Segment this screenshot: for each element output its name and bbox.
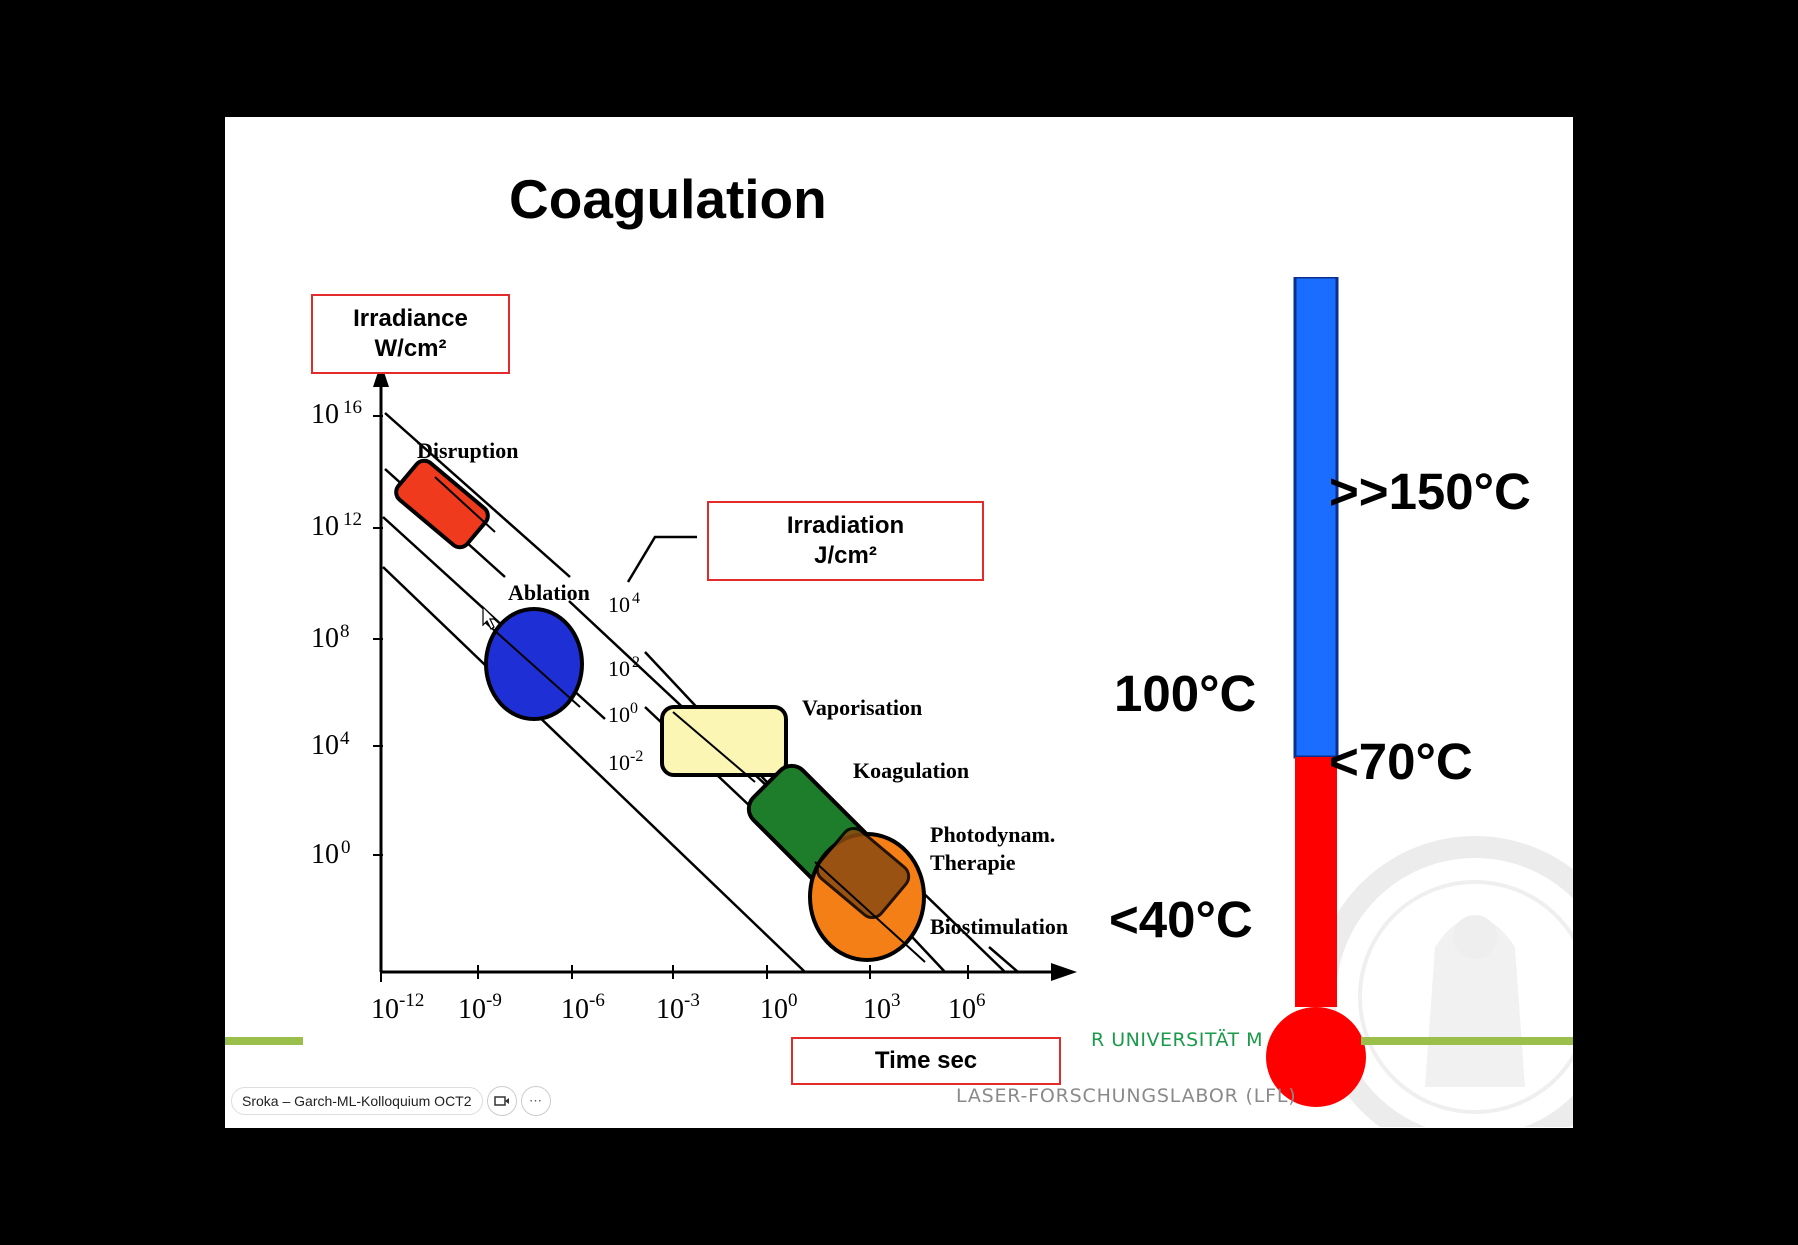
x-axis-arrow xyxy=(1051,963,1077,981)
camera-icon[interactable] xyxy=(486,1086,517,1116)
irradiance-axis-box: Irradiance W/cm² xyxy=(311,294,510,374)
y-tick-label: 104 xyxy=(311,728,350,761)
mouse-cursor-icon xyxy=(482,605,497,630)
temperature-label-40: <40°C xyxy=(1109,891,1253,948)
x-tick-label: 106 xyxy=(948,990,986,1025)
irradiance-label: Irradiance xyxy=(353,305,468,332)
irradiation-pointer xyxy=(626,535,697,583)
x-tick-label: 103 xyxy=(863,990,901,1025)
label-vaporisation: Vaporisation xyxy=(802,695,922,720)
x-tick-label: 10-6 xyxy=(561,990,605,1025)
time-label: Time sec xyxy=(874,1047,978,1074)
y-tick-label: 108 xyxy=(311,621,350,654)
irradiance-time-chart: 10 16 10 12 108 104 10 0 10-12 10-9 10-6 10… xyxy=(311,363,1077,1025)
temperature-label-high: >>150°C xyxy=(1329,463,1531,520)
label-biostimulation: Biostimulation xyxy=(930,914,1068,939)
x-tick-label: 10-9 xyxy=(458,990,502,1025)
temperature-label-70: <70°C xyxy=(1329,733,1473,790)
irradiation-unit: J/cm² xyxy=(814,542,877,569)
fluence-label: 100 xyxy=(608,700,638,727)
region-vaporisation xyxy=(660,705,788,777)
fluence-line-9 xyxy=(988,946,1019,973)
thermometer-bulb xyxy=(1266,1007,1366,1107)
fluence-line-4 xyxy=(382,566,806,973)
region-overlap xyxy=(815,826,911,920)
y-tick-label: 10 0 xyxy=(311,837,351,870)
y-tick-label: 10 12 xyxy=(311,509,362,542)
region-disruption xyxy=(394,458,490,550)
university-name: R UNIVERSITÄT M xyxy=(1091,1029,1264,1051)
slide-title: Coagulation xyxy=(509,168,827,230)
label-photodynam-2: Therapie xyxy=(930,850,1016,875)
fluence-line-1 xyxy=(384,412,571,578)
x-tick-label: 10-12 xyxy=(371,990,424,1025)
lab-name: LASER-FORSCHUNGSLABOR (LFL) xyxy=(956,1085,1297,1107)
more-options-icon[interactable]: ⋯ xyxy=(520,1086,551,1116)
fluence-label: 10 4 xyxy=(608,590,640,617)
footer-divider-right xyxy=(1361,1037,1573,1045)
y-tick-label: 10 16 xyxy=(311,397,362,430)
thermometer-warm-section xyxy=(1295,757,1337,1007)
fluence-label: 10 2 xyxy=(608,654,640,681)
label-photodynam-1: Photodynam. xyxy=(930,822,1055,847)
x-tick-label: 10-3 xyxy=(656,990,700,1025)
slide: Coagulation xyxy=(225,117,1573,1128)
x-tick-label: 100 xyxy=(760,990,798,1025)
region-ablation xyxy=(484,607,584,721)
irradiation-box: Irradiation J/cm² xyxy=(707,501,984,581)
presentation-toolbar: Sroka – Garch-ML-Kolloquium OCT2 ⋯ xyxy=(231,1086,551,1116)
fluence-label: 10-2 xyxy=(608,748,643,775)
presentation-name: Sroka – Garch-ML-Kolloquium OCT2 xyxy=(231,1087,483,1115)
label-disruption: Disruption xyxy=(417,438,518,463)
label-ablation: Ablation xyxy=(508,580,590,605)
label-koagulation: Koagulation xyxy=(853,758,969,783)
footer-divider-left xyxy=(225,1037,303,1045)
thermometer-hot-section xyxy=(1293,277,1339,759)
time-axis-box: Time sec xyxy=(791,1037,1061,1085)
temperature-label-100: 100°C xyxy=(1114,665,1257,722)
irradiance-unit: W/cm² xyxy=(374,335,447,362)
y-axis-arrow xyxy=(373,363,389,387)
irradiation-label: Irradiation xyxy=(786,512,905,539)
thermometer xyxy=(1266,277,1366,1107)
